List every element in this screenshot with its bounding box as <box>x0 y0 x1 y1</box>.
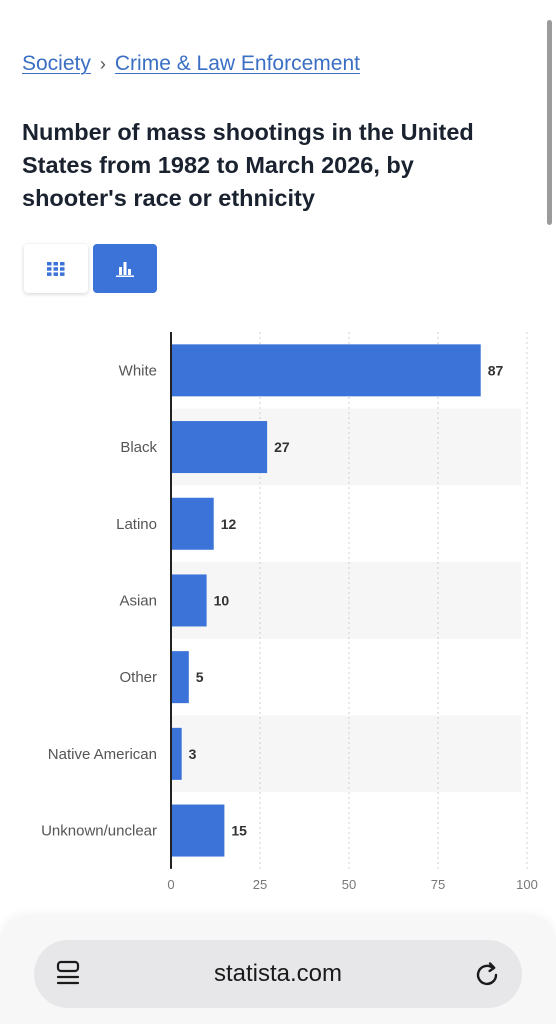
breadcrumb: Society › Crime & Law Enforcement <box>22 52 360 76</box>
x-tick-label: 100 <box>516 877 538 892</box>
bar-black <box>171 421 268 474</box>
address-bar[interactable]: statista.com <box>34 940 522 1008</box>
grid-icon <box>47 261 65 276</box>
row-band <box>171 562 521 639</box>
bar-unknown-unclear <box>171 804 225 857</box>
category-label: Asian <box>119 592 157 609</box>
view-toggle <box>24 244 157 293</box>
data-label: 10 <box>214 592 230 608</box>
data-label: 12 <box>221 516 237 532</box>
bar-other <box>171 651 189 704</box>
race-bar-chart: White 87 Black 27 Latino 12 Asian 10 Other 5 Nativ… <box>41 332 538 892</box>
category-label: Other <box>119 669 157 686</box>
category-label: Black <box>120 439 157 456</box>
url-text: statista.com <box>213 960 343 987</box>
category-label: White <box>119 362 157 379</box>
bar-asian <box>171 574 207 627</box>
x-tick-label: 0 <box>167 877 174 892</box>
page-scrollbar[interactable] <box>547 20 552 225</box>
category-label: Native American <box>48 746 157 763</box>
data-label: 5 <box>196 669 204 685</box>
breadcrumb-separator: › <box>99 53 106 74</box>
bar-chart-icon <box>116 261 134 277</box>
data-label: 3 <box>189 746 197 762</box>
browser-bottom-bar: statista.com <box>0 916 556 1024</box>
table-view-button[interactable] <box>24 244 88 293</box>
data-label: 15 <box>231 823 247 839</box>
category-label: Latino <box>116 516 157 533</box>
x-tick-label: 50 <box>342 877 356 892</box>
category-label: Unknown/unclear <box>41 823 157 840</box>
x-tick-label: 75 <box>431 877 445 892</box>
reload-icon[interactable] <box>474 959 502 994</box>
x-tick-label: 25 <box>253 877 267 892</box>
bar-white <box>171 344 481 397</box>
data-label: 87 <box>488 362 504 378</box>
bar-latino <box>171 497 214 550</box>
row-band <box>171 715 521 793</box>
page-title: Number of mass shootings in the United S… <box>22 119 474 211</box>
reader-mode-icon[interactable] <box>56 960 82 993</box>
breadcrumb-link-society[interactable]: Society <box>22 52 91 75</box>
breadcrumb-link-crime[interactable]: Crime & Law Enforcement <box>114 52 360 75</box>
bar-native-american <box>171 727 182 780</box>
data-label: 27 <box>274 439 290 455</box>
chart-view-button[interactable] <box>93 244 157 293</box>
